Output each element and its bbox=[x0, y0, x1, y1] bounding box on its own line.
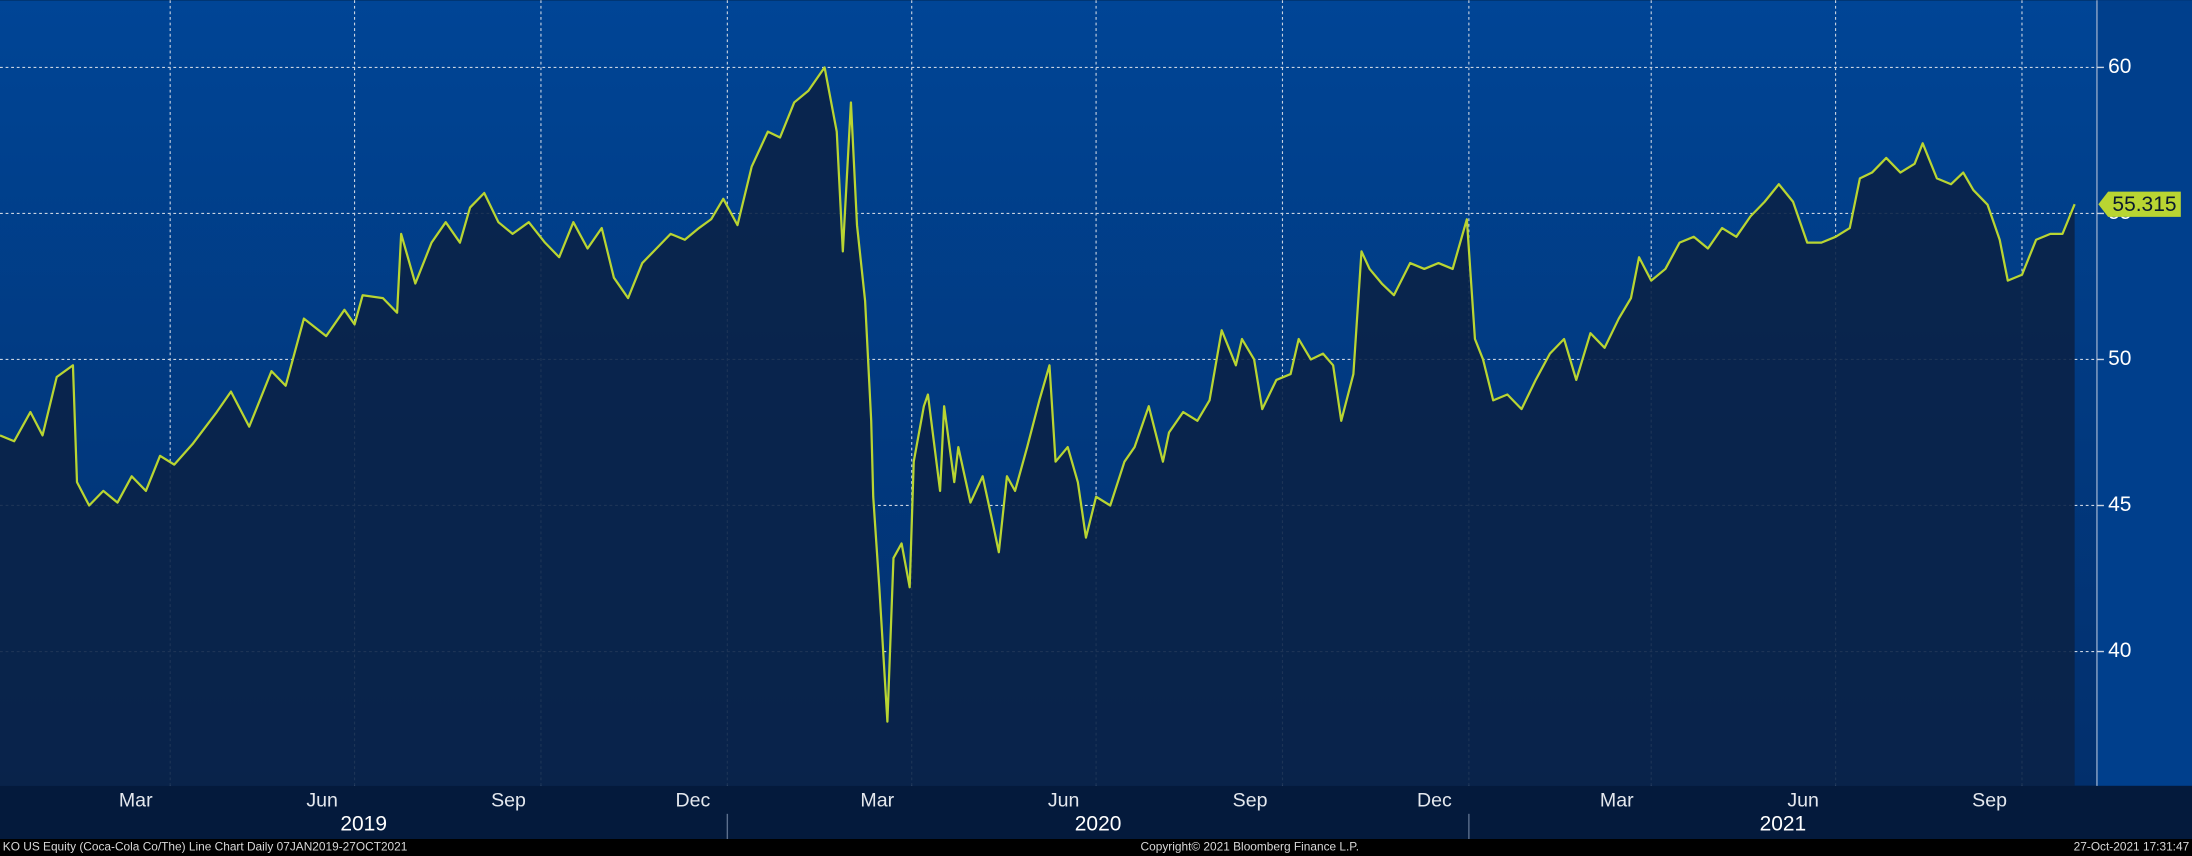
x-tick-label: Mar bbox=[860, 789, 894, 811]
year-label: 2020 bbox=[1075, 813, 1122, 836]
x-tick-label: Dec bbox=[1417, 789, 1452, 811]
x-tick-label: Jun bbox=[306, 789, 338, 811]
footer-center: Copyright© 2021 Bloomberg Finance L.P. bbox=[1141, 840, 1359, 854]
y-tick-label: 45 bbox=[2108, 493, 2131, 516]
footer-background bbox=[0, 839, 2192, 856]
x-tick-label: Sep bbox=[1233, 789, 1268, 811]
x-axis-background bbox=[0, 785, 2192, 839]
area bbox=[0, 67, 2075, 786]
last-price-label: 55.315 bbox=[2112, 193, 2176, 216]
y-tick-label: 60 bbox=[2108, 55, 2131, 78]
x-tick-label: Jun bbox=[1787, 789, 1819, 811]
y-tick-label: 40 bbox=[2108, 639, 2131, 662]
axis-background bbox=[2096, 0, 2192, 786]
year-label: 2019 bbox=[340, 813, 387, 836]
x-tick-label: Jun bbox=[1048, 789, 1080, 811]
x-tick-label: Mar bbox=[119, 789, 153, 811]
x-tick-label: Sep bbox=[491, 789, 526, 811]
footer-left: KO US Equity (Coca-Cola Co/The) Line Cha… bbox=[3, 840, 408, 854]
x-tick-label: Dec bbox=[676, 789, 711, 811]
y-tick-label: 50 bbox=[2108, 347, 2131, 370]
x-tick-label: Sep bbox=[1972, 789, 2007, 811]
x-tick-label: Mar bbox=[1600, 789, 1634, 811]
price-line bbox=[0, 66, 2076, 723]
last-price-tag bbox=[2098, 191, 2181, 217]
year-label: 2021 bbox=[1760, 813, 1807, 836]
footer-right: 27-Oct-2021 17:31:47 bbox=[2074, 840, 2190, 854]
